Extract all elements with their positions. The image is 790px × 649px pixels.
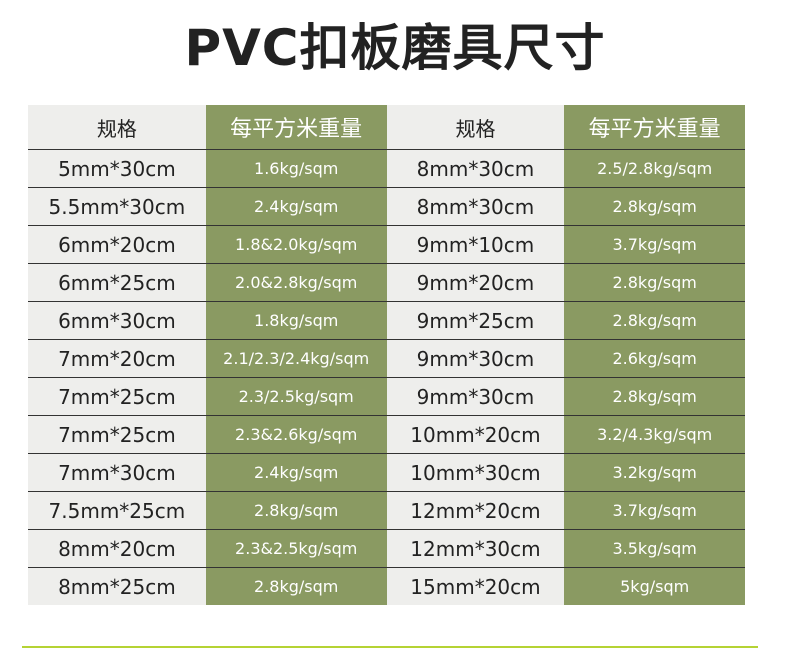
spec-cell: 7mm*25cm (28, 377, 206, 416)
weight-cell: 1.8&2.0kg/sqm (205, 225, 387, 264)
table-row: 7mm*30cm 2.4kg/sqm 10mm*30cm 3.2kg/sqm (28, 453, 745, 492)
spec-cell: 15mm*20cm (386, 567, 565, 605)
spec-cell: 9mm*30cm (386, 339, 565, 378)
table-row: 7mm*25cm 2.3/2.5kg/sqm 9mm*30cm 2.8kg/sqm (28, 377, 745, 416)
weight-cell: 2.4kg/sqm (205, 453, 387, 492)
spec-cell: 12mm*30cm (386, 529, 565, 568)
spec-cell: 7.5mm*25cm (28, 491, 206, 530)
spec-cell: 8mm*30cm (386, 187, 565, 226)
spec-cell: 7mm*30cm (28, 453, 206, 492)
weight-cell: 2.3&2.5kg/sqm (205, 529, 387, 568)
weight-cell: 2.8kg/sqm (564, 187, 745, 226)
weight-cell: 1.6kg/sqm (205, 149, 387, 188)
weight-cell: 2.4kg/sqm (205, 187, 387, 226)
spec-cell: 6mm*30cm (28, 301, 206, 340)
weight-cell: 2.5/2.8kg/sqm (564, 149, 745, 188)
table-row: 7mm*25cm 2.3&2.6kg/sqm 10mm*20cm 3.2/4.3kg/… (28, 415, 745, 454)
table-row: 5.5mm*30cm 2.4kg/sqm 8mm*30cm 2.8kg/sqm (28, 187, 745, 226)
spec-cell: 8mm*25cm (28, 567, 206, 605)
weight-cell: 2.8kg/sqm (205, 491, 387, 530)
weight-cell: 2.1/2.3/2.4kg/sqm (205, 339, 387, 378)
weight-cell: 1.8kg/sqm (205, 301, 387, 340)
table-row: 6mm*25cm 2.0&2.8kg/sqm 9mm*20cm 2.8kg/sqm (28, 263, 745, 302)
page-title: PVC扣板磨具尺寸 (184, 19, 606, 77)
spec-cell: 9mm*20cm (386, 263, 565, 302)
spec-cell: 9mm*30cm (386, 377, 565, 416)
spec-cell: 6mm*20cm (28, 225, 206, 264)
spec-cell: 6mm*25cm (28, 263, 206, 302)
weight-cell: 2.8kg/sqm (564, 263, 745, 302)
weight-cell: 5kg/sqm (564, 567, 745, 605)
weight-cell: 3.2/4.3kg/sqm (564, 415, 745, 454)
divider (22, 646, 758, 648)
weight-cell: 2.0&2.8kg/sqm (205, 263, 387, 302)
table-row: 6mm*20cm 1.8&2.0kg/sqm 9mm*10cm 3.7kg/sqm (28, 225, 745, 264)
header-spec: 规格 (28, 105, 206, 150)
weight-cell: 2.3/2.5kg/sqm (205, 377, 387, 416)
spec-cell: 9mm*25cm (386, 301, 565, 340)
weight-cell: 3.5kg/sqm (564, 529, 745, 568)
spec-table: 规格 每平方米重量 规格 每平方米重量 5mm*30cm 1.6kg/sqm 8mm*30… (28, 105, 745, 605)
weight-cell: 3.7kg/sqm (564, 491, 745, 530)
table-row: 7mm*20cm 2.1/2.3/2.4kg/sqm 9mm*30cm 2.6kg/s… (28, 339, 745, 378)
spec-cell: 12mm*20cm (386, 491, 565, 530)
weight-cell: 3.2kg/sqm (564, 453, 745, 492)
weight-cell: 2.6kg/sqm (564, 339, 745, 378)
weight-cell: 2.8kg/sqm (564, 301, 745, 340)
table-row: 8mm*25cm 2.8kg/sqm 15mm*20cm 5kg/sqm (28, 567, 745, 605)
spec-cell: 8mm*20cm (28, 529, 206, 568)
table-row: 8mm*20cm 2.3&2.5kg/sqm 12mm*30cm 3.5kg/sqm (28, 529, 745, 568)
spec-cell: 9mm*10cm (386, 225, 565, 264)
table-header: 规格 每平方米重量 规格 每平方米重量 (28, 105, 745, 150)
spec-cell: 5mm*30cm (28, 149, 206, 188)
weight-cell: 3.7kg/sqm (564, 225, 745, 264)
table-row: 6mm*30cm 1.8kg/sqm 9mm*25cm 2.8kg/sqm (28, 301, 745, 340)
table-row: 7.5mm*25cm 2.8kg/sqm 12mm*20cm 3.7kg/sqm (28, 491, 745, 530)
header-weight: 每平方米重量 (205, 105, 387, 150)
spec-cell: 10mm*30cm (386, 453, 565, 492)
spec-cell: 7mm*25cm (28, 415, 206, 454)
spec-cell: 8mm*30cm (386, 149, 565, 188)
weight-cell: 2.8kg/sqm (564, 377, 745, 416)
table-row: 5mm*30cm 1.6kg/sqm 8mm*30cm 2.5/2.8kg/sqm (28, 149, 745, 188)
spec-cell: 5.5mm*30cm (28, 187, 206, 226)
weight-cell: 2.3&2.6kg/sqm (205, 415, 387, 454)
header-spec: 规格 (386, 105, 565, 150)
spec-cell: 10mm*20cm (386, 415, 565, 454)
spec-cell: 7mm*20cm (28, 339, 206, 378)
weight-cell: 2.8kg/sqm (205, 567, 387, 605)
header-weight: 每平方米重量 (564, 105, 745, 150)
